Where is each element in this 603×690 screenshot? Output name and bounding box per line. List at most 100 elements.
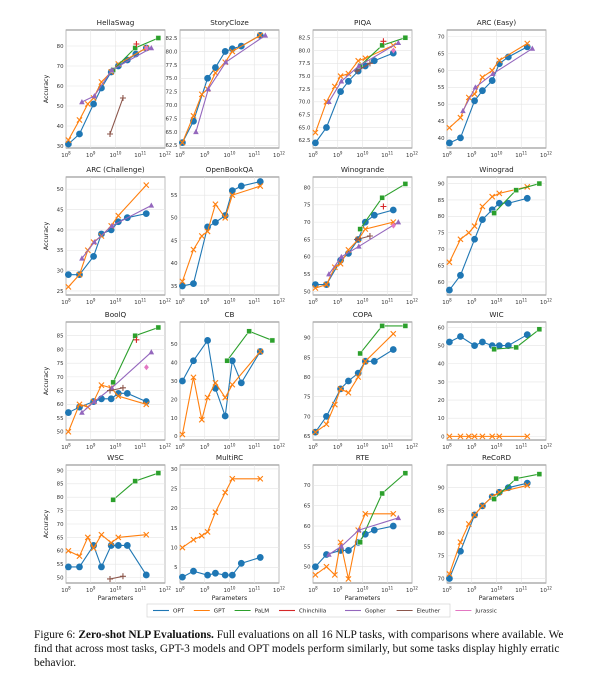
y-tick-label: 60 [304, 255, 311, 261]
data-point [457, 114, 464, 121]
series-chinchilla [380, 38, 387, 45]
x-tick-label: 1011 [381, 442, 393, 451]
data-point [536, 471, 543, 477]
data-point [479, 74, 486, 81]
data-point [123, 389, 131, 397]
data-point [64, 409, 72, 416]
data-point [190, 567, 197, 575]
x-tick-label: 1012 [406, 297, 418, 306]
data-point [536, 180, 543, 187]
gridlines [312, 30, 413, 148]
data-point [190, 112, 197, 119]
y-tick-label: 80.0 [298, 48, 311, 54]
data-point [338, 543, 345, 549]
y-tick-label: 30 [171, 379, 178, 385]
x-tick-label: 1012 [159, 585, 171, 594]
data-point [490, 70, 496, 77]
gridlines [312, 177, 413, 295]
x-tick-label: 1011 [134, 150, 146, 159]
series-gpt [179, 475, 264, 551]
data-point [84, 101, 91, 107]
data-point [446, 433, 453, 440]
x-tick-label: 1011 [248, 442, 260, 451]
series-eleuther [107, 573, 126, 582]
y-tick-label: 55 [304, 272, 311, 278]
chart-cb: 108 109 1010 1011 1012 0 10 20 30 40 50 CB [171, 310, 286, 451]
data-point [237, 559, 245, 567]
y-tick-label: 40 [57, 124, 64, 130]
y-tick-label: 55 [438, 85, 445, 91]
x-tick-label: 1012 [273, 297, 285, 306]
x-tick-label: 108 [61, 442, 71, 451]
y-tick-label: 65 [304, 237, 311, 243]
data-point [345, 389, 352, 396]
series-gopher [460, 45, 536, 114]
y-tick-label: 75 [57, 361, 64, 367]
series-line [356, 62, 371, 72]
data-point [84, 534, 91, 541]
y-tick-label: 50 [171, 216, 178, 222]
data-point [98, 395, 105, 403]
data-point [76, 130, 83, 138]
legend-frame [146, 603, 451, 618]
data-point [193, 128, 199, 135]
y-tick-label: 65.0 [165, 130, 178, 136]
series-palm [110, 470, 162, 503]
series-chinchilla [133, 336, 140, 343]
x-tick-label: 1012 [159, 442, 171, 451]
data-point [257, 183, 264, 190]
x-tick-label: 1011 [515, 585, 527, 594]
series-opt [178, 178, 264, 290]
y-tick-label: 25 [171, 487, 178, 493]
data-point [479, 502, 486, 509]
data-point [338, 253, 345, 260]
data-point [110, 497, 116, 503]
data-point [132, 478, 138, 484]
x-tick-label: 1012 [540, 297, 552, 306]
data-point [221, 571, 229, 579]
x-tick-label: 108 [61, 297, 71, 306]
data-point [143, 401, 150, 408]
data-point [390, 510, 397, 517]
data-point [110, 379, 116, 386]
series-gpt [312, 330, 397, 436]
x-tick-label: 1010 [491, 297, 503, 306]
y-tick-label: 55 [171, 193, 178, 199]
y-tick-label: 70.0 [298, 100, 311, 106]
y-axis-label: Accuracy [43, 222, 50, 251]
data-point [337, 73, 344, 80]
y-tick-label: 50 [438, 102, 445, 108]
data-point [115, 212, 122, 219]
legend-label: Chinchilla [299, 609, 326, 615]
series-line [328, 517, 399, 555]
x-tick-label: 1010 [110, 585, 122, 594]
data-point [370, 357, 378, 365]
data-point [312, 429, 319, 436]
data-point [395, 514, 402, 521]
data-point [311, 563, 319, 571]
series-palm [357, 470, 409, 546]
y-tick-label: 75.0 [298, 74, 311, 80]
chart-title: WIC [489, 310, 503, 319]
data-point [143, 531, 150, 538]
series-gpt [446, 40, 531, 131]
y-tick-label: 80 [57, 495, 64, 501]
data-point [513, 187, 519, 193]
y-tick-label: 65 [438, 263, 445, 269]
data-point [345, 575, 352, 582]
legend-label: GPT [214, 609, 226, 615]
x-tick-label: 1011 [381, 585, 393, 594]
data-point [178, 573, 186, 581]
data-point [132, 333, 138, 339]
data-point [257, 348, 264, 355]
data-point [229, 381, 236, 388]
legend-label: Jurassic [474, 609, 496, 615]
y-tick-label: 50 [171, 342, 178, 348]
x-tick-label: 1010 [357, 297, 369, 306]
data-point [107, 575, 114, 582]
data-point [212, 64, 219, 71]
data-point [395, 219, 402, 225]
data-point [119, 573, 126, 580]
series-line [181, 351, 261, 435]
series-gpt [446, 433, 531, 440]
